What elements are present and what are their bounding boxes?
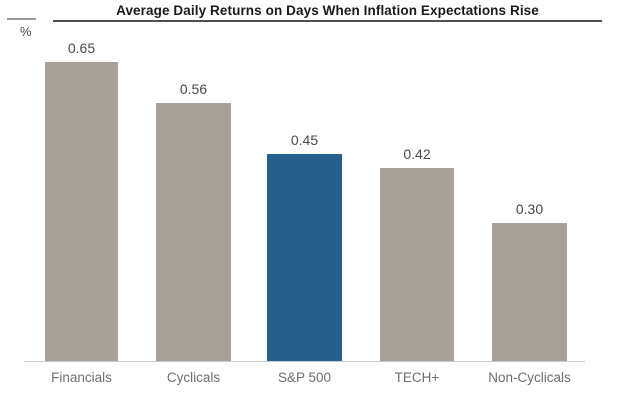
unit-axis-rule bbox=[7, 18, 36, 20]
value-label-cyclicals: 0.56 bbox=[179, 81, 208, 97]
value-label-s-p-500: 0.45 bbox=[290, 132, 319, 148]
value-label-tech: 0.42 bbox=[403, 146, 431, 162]
bar-non-cyclicals bbox=[492, 223, 567, 361]
category-label-tech: TECH+ bbox=[394, 370, 440, 385]
bar-s-p-500 bbox=[267, 154, 342, 361]
category-label-financials: Financials bbox=[51, 370, 112, 385]
category-label-s-p-500: S&P 500 bbox=[277, 370, 332, 385]
category-label-non-cyclicals: Non-Cyclicals bbox=[488, 370, 571, 385]
value-label-non-cyclicals: 0.30 bbox=[515, 201, 544, 217]
x-axis-line bbox=[24, 361, 585, 362]
bar-tech bbox=[380, 168, 454, 361]
bar-cyclicals bbox=[156, 103, 231, 361]
title-underline-rule bbox=[53, 20, 602, 22]
y-axis-unit-label: % bbox=[20, 24, 32, 39]
chart-title: Average Daily Returns on Days When Infla… bbox=[116, 3, 539, 18]
chart-title-block: Average Daily Returns on Days When Infla… bbox=[53, 0, 602, 22]
category-label-cyclicals: Cyclicals bbox=[166, 370, 221, 385]
bar-financials bbox=[45, 62, 118, 361]
value-label-financials: 0.65 bbox=[67, 40, 96, 56]
